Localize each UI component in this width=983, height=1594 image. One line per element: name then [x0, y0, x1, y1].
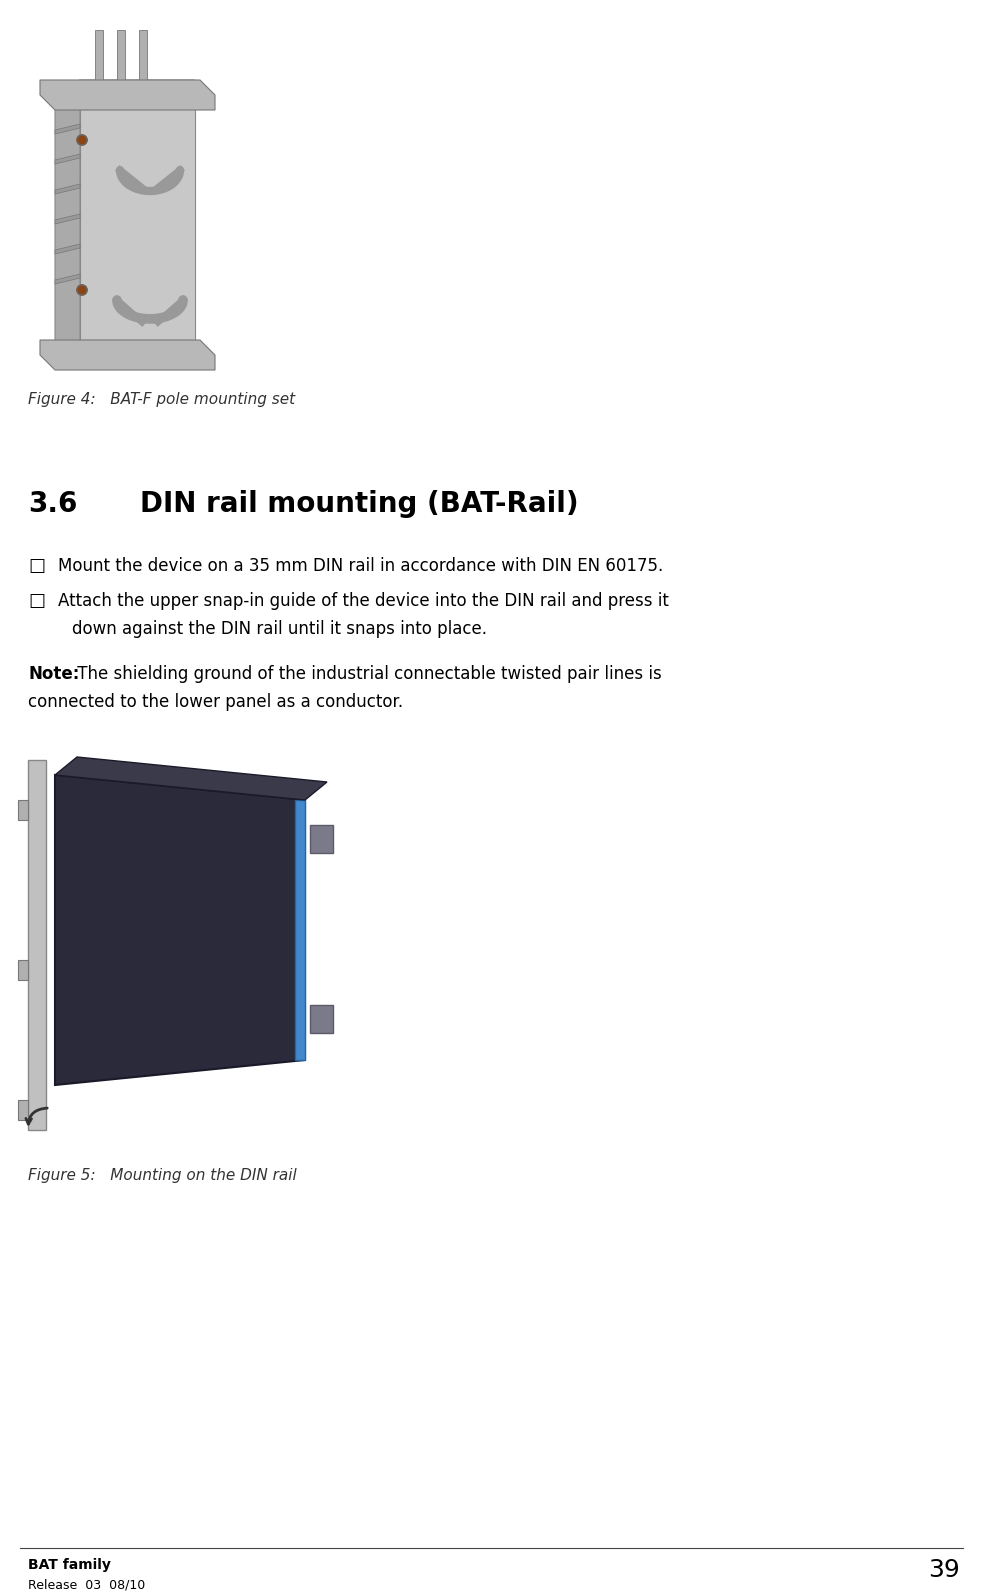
Polygon shape: [18, 800, 28, 819]
Polygon shape: [295, 800, 305, 1060]
Text: Attach the upper snap-in guide of the device into the DIN rail and press it: Attach the upper snap-in guide of the de…: [58, 591, 668, 611]
Circle shape: [77, 285, 87, 295]
Polygon shape: [18, 960, 28, 980]
Polygon shape: [55, 80, 80, 360]
Text: Release  03  08/10: Release 03 08/10: [28, 1578, 145, 1591]
Text: □: □: [28, 556, 45, 575]
Text: Figure 4:   BAT-F pole mounting set: Figure 4: BAT-F pole mounting set: [28, 392, 295, 406]
Text: □: □: [28, 591, 45, 611]
Polygon shape: [40, 80, 215, 110]
Text: The shielding ground of the industrial connectable twisted pair lines is: The shielding ground of the industrial c…: [72, 665, 662, 682]
Polygon shape: [55, 244, 80, 253]
Polygon shape: [139, 30, 147, 80]
Polygon shape: [310, 1004, 333, 1033]
Polygon shape: [55, 155, 80, 164]
Text: 39: 39: [928, 1557, 960, 1581]
Polygon shape: [55, 124, 80, 134]
Polygon shape: [18, 1100, 28, 1121]
Polygon shape: [95, 30, 103, 80]
Text: Mount the device on a 35 mm DIN rail in accordance with DIN EN 60175.: Mount the device on a 35 mm DIN rail in …: [58, 556, 664, 575]
Polygon shape: [55, 274, 80, 284]
Polygon shape: [80, 80, 195, 340]
Text: Figure 5:   Mounting on the DIN rail: Figure 5: Mounting on the DIN rail: [28, 1168, 297, 1183]
Polygon shape: [310, 826, 333, 853]
Text: Note:: Note:: [28, 665, 80, 682]
Polygon shape: [55, 183, 80, 194]
Circle shape: [77, 135, 87, 145]
Polygon shape: [28, 760, 46, 1130]
Polygon shape: [117, 30, 125, 80]
Polygon shape: [40, 340, 215, 370]
Polygon shape: [55, 757, 327, 800]
Text: down against the DIN rail until it snaps into place.: down against the DIN rail until it snaps…: [72, 620, 487, 638]
Text: 3.6: 3.6: [28, 489, 78, 518]
Text: BAT family: BAT family: [28, 1557, 111, 1572]
Polygon shape: [55, 80, 195, 100]
Text: DIN rail mounting (BAT-Rail): DIN rail mounting (BAT-Rail): [140, 489, 579, 518]
Polygon shape: [55, 214, 80, 225]
Text: connected to the lower panel as a conductor.: connected to the lower panel as a conduc…: [28, 693, 403, 711]
Polygon shape: [55, 775, 305, 1086]
